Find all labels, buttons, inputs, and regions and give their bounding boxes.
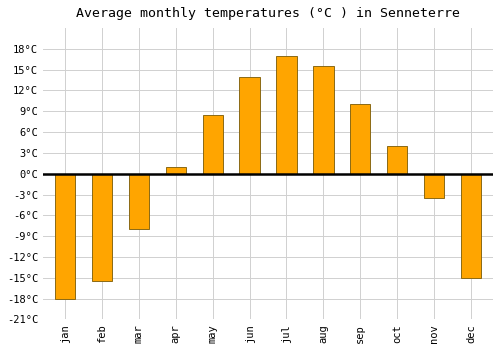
Bar xyxy=(129,174,149,229)
Bar xyxy=(240,77,260,174)
Bar xyxy=(313,66,334,174)
Bar xyxy=(166,167,186,174)
Bar xyxy=(424,174,444,198)
Bar xyxy=(387,146,407,174)
Bar xyxy=(276,56,296,174)
Bar xyxy=(55,174,76,299)
Bar xyxy=(461,174,481,278)
Bar xyxy=(350,104,370,174)
Bar xyxy=(202,115,223,174)
Bar xyxy=(92,174,112,281)
Title: Average monthly temperatures (°C ) in Senneterre: Average monthly temperatures (°C ) in Se… xyxy=(76,7,460,20)
